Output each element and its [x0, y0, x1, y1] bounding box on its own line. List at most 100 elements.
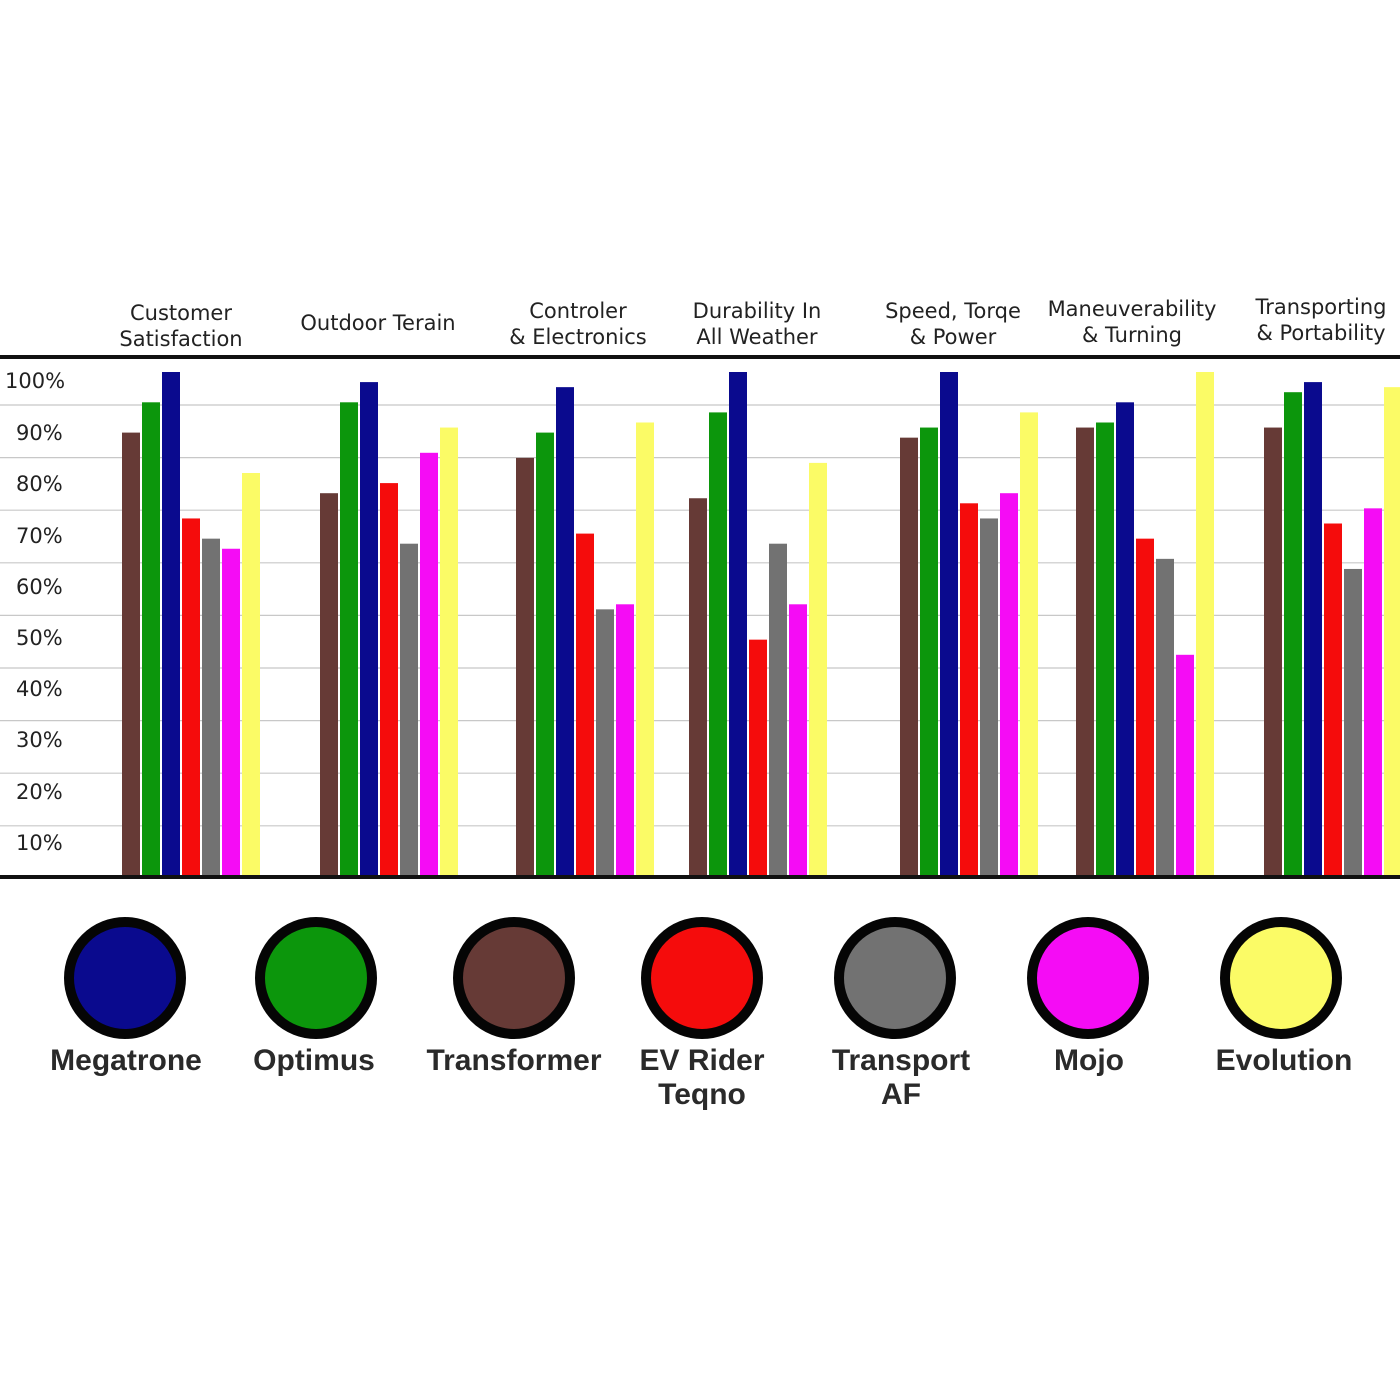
legend-item: Mojo [1027, 917, 1149, 1077]
bar [360, 382, 378, 877]
bar [420, 452, 438, 877]
category-label: All Weather [696, 325, 817, 349]
bar [729, 372, 747, 877]
category-label: Controler [529, 299, 627, 323]
bar [320, 493, 338, 877]
bar [1020, 412, 1038, 877]
bar [900, 437, 918, 877]
legend-label: Evolution [1216, 1044, 1353, 1077]
category-label: & Power [910, 325, 997, 349]
bar [1364, 508, 1382, 877]
category-label: Transporting [1254, 295, 1386, 319]
bar [1264, 427, 1282, 877]
bar [789, 604, 807, 877]
bar [920, 427, 938, 877]
bar [1324, 523, 1342, 877]
legend-label: Transport [832, 1044, 970, 1077]
bar [940, 372, 958, 877]
bar [809, 462, 827, 877]
bar [1196, 372, 1214, 877]
bar [1096, 422, 1114, 877]
bar [636, 422, 654, 877]
legend-label: EV Rider [639, 1044, 764, 1077]
bar [1304, 382, 1322, 877]
legend-swatch [64, 917, 186, 1039]
bar [1284, 392, 1302, 877]
category-label: Satisfaction [119, 327, 242, 351]
bar [576, 533, 594, 877]
legend-swatch [1027, 917, 1149, 1039]
y-tick-label: 10% [16, 831, 63, 855]
legend-item: Megatrone [50, 917, 202, 1077]
bar [1384, 387, 1400, 877]
bar [1076, 427, 1094, 877]
bar [1136, 538, 1154, 877]
bar [516, 457, 534, 877]
bar [440, 427, 458, 877]
y-tick-label: 90% [16, 421, 63, 445]
y-tick-label: 40% [16, 677, 63, 701]
legend-label: Mojo [1054, 1044, 1124, 1077]
legend-item: Evolution [1216, 917, 1353, 1077]
bar [1116, 402, 1134, 877]
y-tick-label: 50% [16, 626, 63, 650]
legend-swatch [453, 917, 575, 1039]
legend-item: Optimus [253, 917, 377, 1077]
legend-label: Transformer [426, 1044, 601, 1077]
bar [162, 372, 180, 877]
bar [596, 609, 614, 877]
bar [1176, 654, 1194, 877]
legend-label: Teqno [658, 1078, 746, 1111]
bar [960, 503, 978, 877]
bar [202, 538, 220, 877]
bar [142, 402, 160, 877]
y-tick-label: 70% [16, 524, 63, 548]
y-tick-label: 80% [16, 472, 63, 496]
legend-item: Transformer [426, 917, 602, 1077]
bar [616, 604, 634, 877]
legend: Megatrone Optimus Transformer EV RiderTeqno… [50, 917, 1353, 1111]
bar [769, 543, 787, 877]
category-label: Outdoor Terain [300, 311, 455, 335]
bar [380, 483, 398, 877]
bars [122, 372, 1400, 877]
category-label: Durability In [693, 299, 822, 323]
y-tick-label: 20% [16, 780, 63, 804]
bar [980, 518, 998, 877]
y-tick-label: 100% [5, 369, 65, 393]
legend-label: AF [881, 1078, 921, 1111]
category-label: & Electronics [509, 325, 647, 349]
bar [340, 402, 358, 877]
bar [689, 498, 707, 877]
bar [122, 432, 140, 877]
bar [1344, 568, 1362, 877]
axis-frame [0, 355, 1400, 879]
category-label: & Turning [1082, 323, 1182, 347]
bar [1156, 558, 1174, 877]
legend-swatch [834, 917, 956, 1039]
bar [222, 548, 240, 877]
bar [556, 387, 574, 877]
legend-swatch [641, 917, 763, 1039]
category-label: Customer [130, 301, 232, 325]
bar [400, 543, 418, 877]
bar [536, 432, 554, 877]
bar [242, 473, 260, 877]
category-label: Maneuverability [1048, 297, 1217, 321]
bar [182, 518, 200, 877]
legend-swatch [255, 917, 377, 1039]
category-label: Speed, Torqe [885, 299, 1021, 323]
y-tick-label: 60% [16, 575, 63, 599]
category-label: & Portability [1256, 321, 1385, 345]
legend-swatch [1220, 917, 1342, 1039]
legend-label: Megatrone [50, 1044, 202, 1077]
bar [749, 639, 767, 877]
y-tick-label: 30% [16, 728, 63, 752]
legend-label: Optimus [253, 1044, 375, 1077]
bar [709, 412, 727, 877]
y-tick-labels: 100% 90% 80% 70% 60% 50% 40% 30% 20% 10% [5, 369, 65, 855]
